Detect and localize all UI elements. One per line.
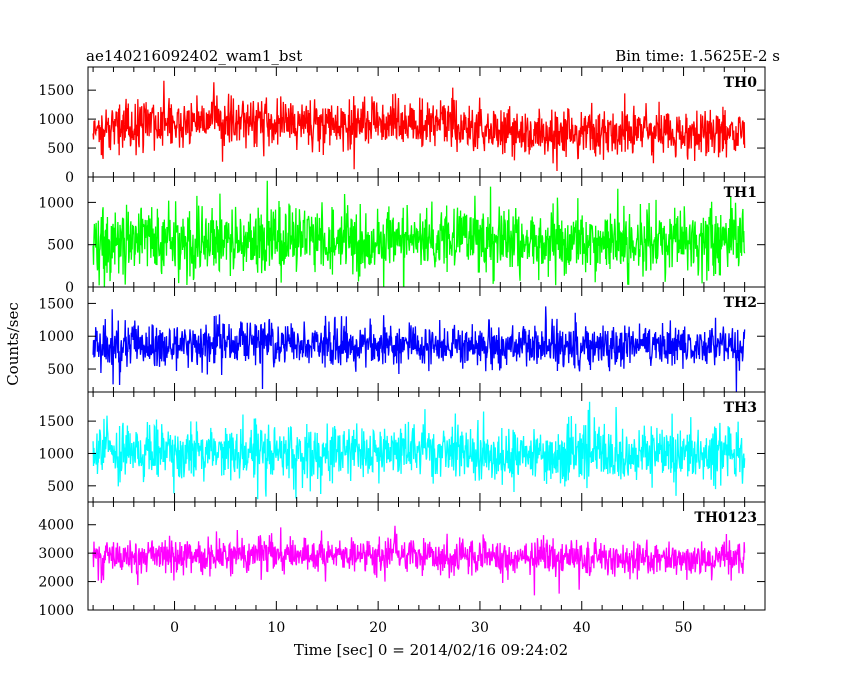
series-line-th0123	[92, 525, 746, 596]
x-axis-label: Time [sec] 0 = 2014/02/16 09:24:02	[294, 641, 568, 659]
series-line-th1	[92, 180, 746, 287]
y-axis-label: Counts/sec	[4, 302, 22, 386]
x-tick-label: 0	[170, 620, 179, 636]
y-tick-label-th2: 500	[47, 362, 74, 378]
y-tick-label-th2: 1000	[38, 329, 74, 345]
y-tick-label-th0: 500	[47, 141, 74, 157]
y-tick-label-th1: 500	[47, 238, 74, 254]
panel-frame-th0123	[87, 501, 766, 611]
series-line-th0	[92, 80, 746, 171]
series-line-th2	[92, 306, 746, 392]
y-tick-label-th1: 0	[65, 280, 74, 296]
y-tick-label-th0: 1000	[38, 112, 74, 128]
y-tick-label-th3: 1500	[38, 414, 74, 430]
y-tick-label-th0: 0	[65, 170, 74, 186]
x-tick-label: 50	[675, 620, 693, 636]
panel-label-th3: TH3	[724, 400, 757, 416]
panel-label-th2: TH2	[724, 295, 757, 311]
chart-title: ae140216092402_wam1_bst	[86, 47, 302, 65]
bin-time-label: Bin time: 1.5625E-2 s	[615, 47, 780, 65]
x-tick-label: 10	[267, 620, 285, 636]
panel-label-th0: TH0	[724, 75, 758, 91]
y-tick-label-th0123: 1000	[38, 603, 74, 619]
panel-label-th1: TH1	[724, 185, 757, 201]
y-tick-label-th3: 500	[47, 479, 74, 495]
x-tick-label: 40	[573, 620, 591, 636]
y-tick-label-th1: 1000	[38, 195, 74, 211]
series-line-th3	[92, 401, 746, 500]
y-tick-label-th0123: 4000	[38, 518, 74, 534]
y-tick-label-th3: 1000	[38, 446, 74, 462]
x-tick-label: 20	[369, 620, 387, 636]
y-tick-label-th0: 1500	[38, 83, 74, 99]
y-tick-label-th0123: 3000	[38, 546, 74, 562]
x-tick-label: 30	[471, 620, 489, 636]
y-tick-label-th2: 1500	[38, 296, 74, 312]
panel-label-th0123: TH0123	[694, 510, 757, 526]
y-tick-label-th0123: 2000	[38, 575, 74, 591]
